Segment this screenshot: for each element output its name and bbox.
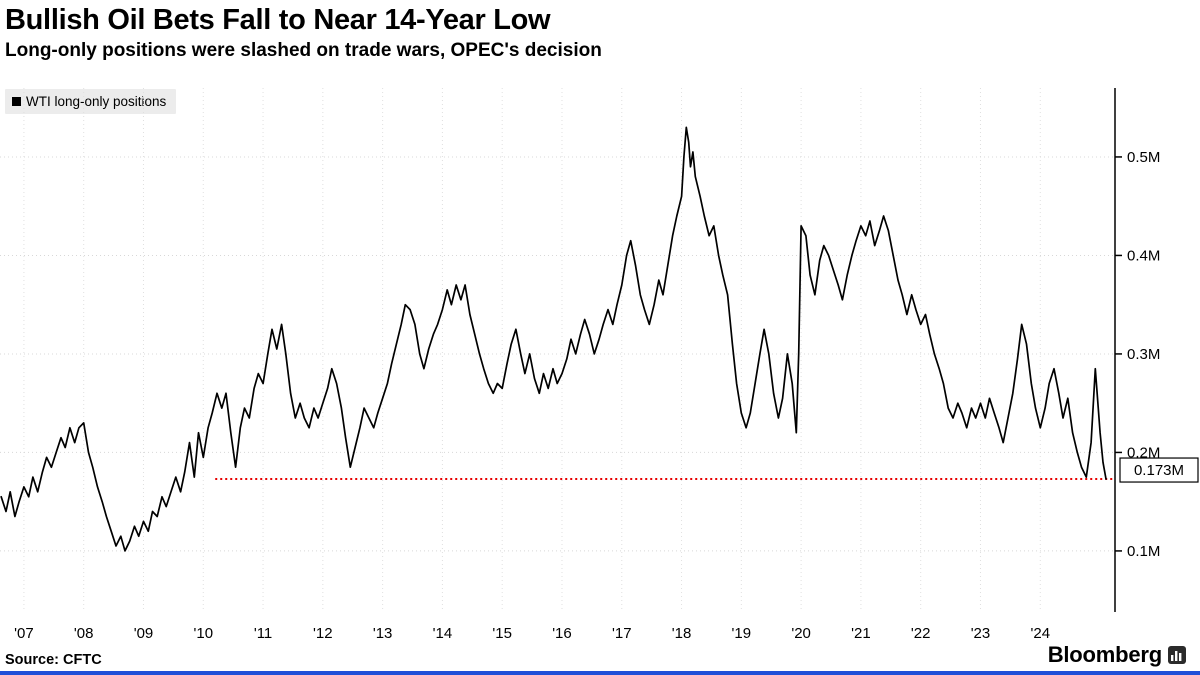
legend-swatch-icon — [12, 97, 21, 106]
chart-header: Bullish Oil Bets Fall to Near 14-Year Lo… — [5, 4, 1190, 62]
legend: WTI long-only positions — [5, 89, 177, 114]
y-tick-label: 0.4M — [1127, 247, 1160, 264]
y-tick-label: 0.1M — [1127, 543, 1160, 560]
x-tick-label: '21 — [851, 625, 871, 642]
x-tick-label: '15 — [492, 625, 512, 642]
bloomberg-bars-icon — [1168, 646, 1186, 664]
last-value-label: 0.173M — [1134, 462, 1184, 479]
page-subtitle: Long-only positions were slashed on trad… — [5, 40, 602, 62]
y-tick-label: 0.3M — [1127, 346, 1160, 363]
x-tick-label: '12 — [313, 625, 333, 642]
x-tick-label: '18 — [672, 625, 692, 642]
x-tick-label: '24 — [1030, 625, 1050, 642]
x-tick-label: '14 — [433, 625, 453, 642]
footer: Source: CFTC Bloomberg — [5, 642, 1186, 668]
page-title: Bullish Oil Bets Fall to Near 14-Year Lo… — [5, 4, 551, 36]
source-note: Source: CFTC — [5, 652, 102, 668]
x-tick-label: '11 — [254, 625, 272, 642]
x-tick-label: '19 — [732, 625, 752, 642]
y-tick-label: 0.5M — [1127, 149, 1160, 166]
y-tick-label: 0.2M — [1127, 444, 1160, 461]
x-tick-label: '22 — [911, 625, 931, 642]
x-tick-label: '16 — [552, 625, 572, 642]
last-value-box — [1119, 457, 1199, 483]
bloomberg-logo: Bloomberg — [1048, 642, 1186, 668]
legend-label: WTI long-only positions — [26, 94, 167, 109]
x-tick-label: '17 — [612, 625, 632, 642]
bloomberg-wordmark: Bloomberg — [1047, 642, 1163, 667]
x-tick-label: '13 — [373, 625, 393, 642]
x-tick-label: '10 — [193, 625, 213, 642]
wti-positions-line-chart: '07 '08 '09 '10 '11 '12 '13 '14 '15 '16 '17 '18 '19 '… — [0, 88, 1199, 642]
x-tick-label: '20 — [791, 625, 811, 642]
x-tick-label: '23 — [971, 625, 991, 642]
x-tick-label: '09 — [134, 625, 154, 642]
series-line — [0, 126, 1107, 552]
x-tick-label: '07 — [14, 625, 34, 642]
x-tick-label: '08 — [74, 625, 94, 642]
bottom-accent-bar — [0, 671, 1200, 675]
